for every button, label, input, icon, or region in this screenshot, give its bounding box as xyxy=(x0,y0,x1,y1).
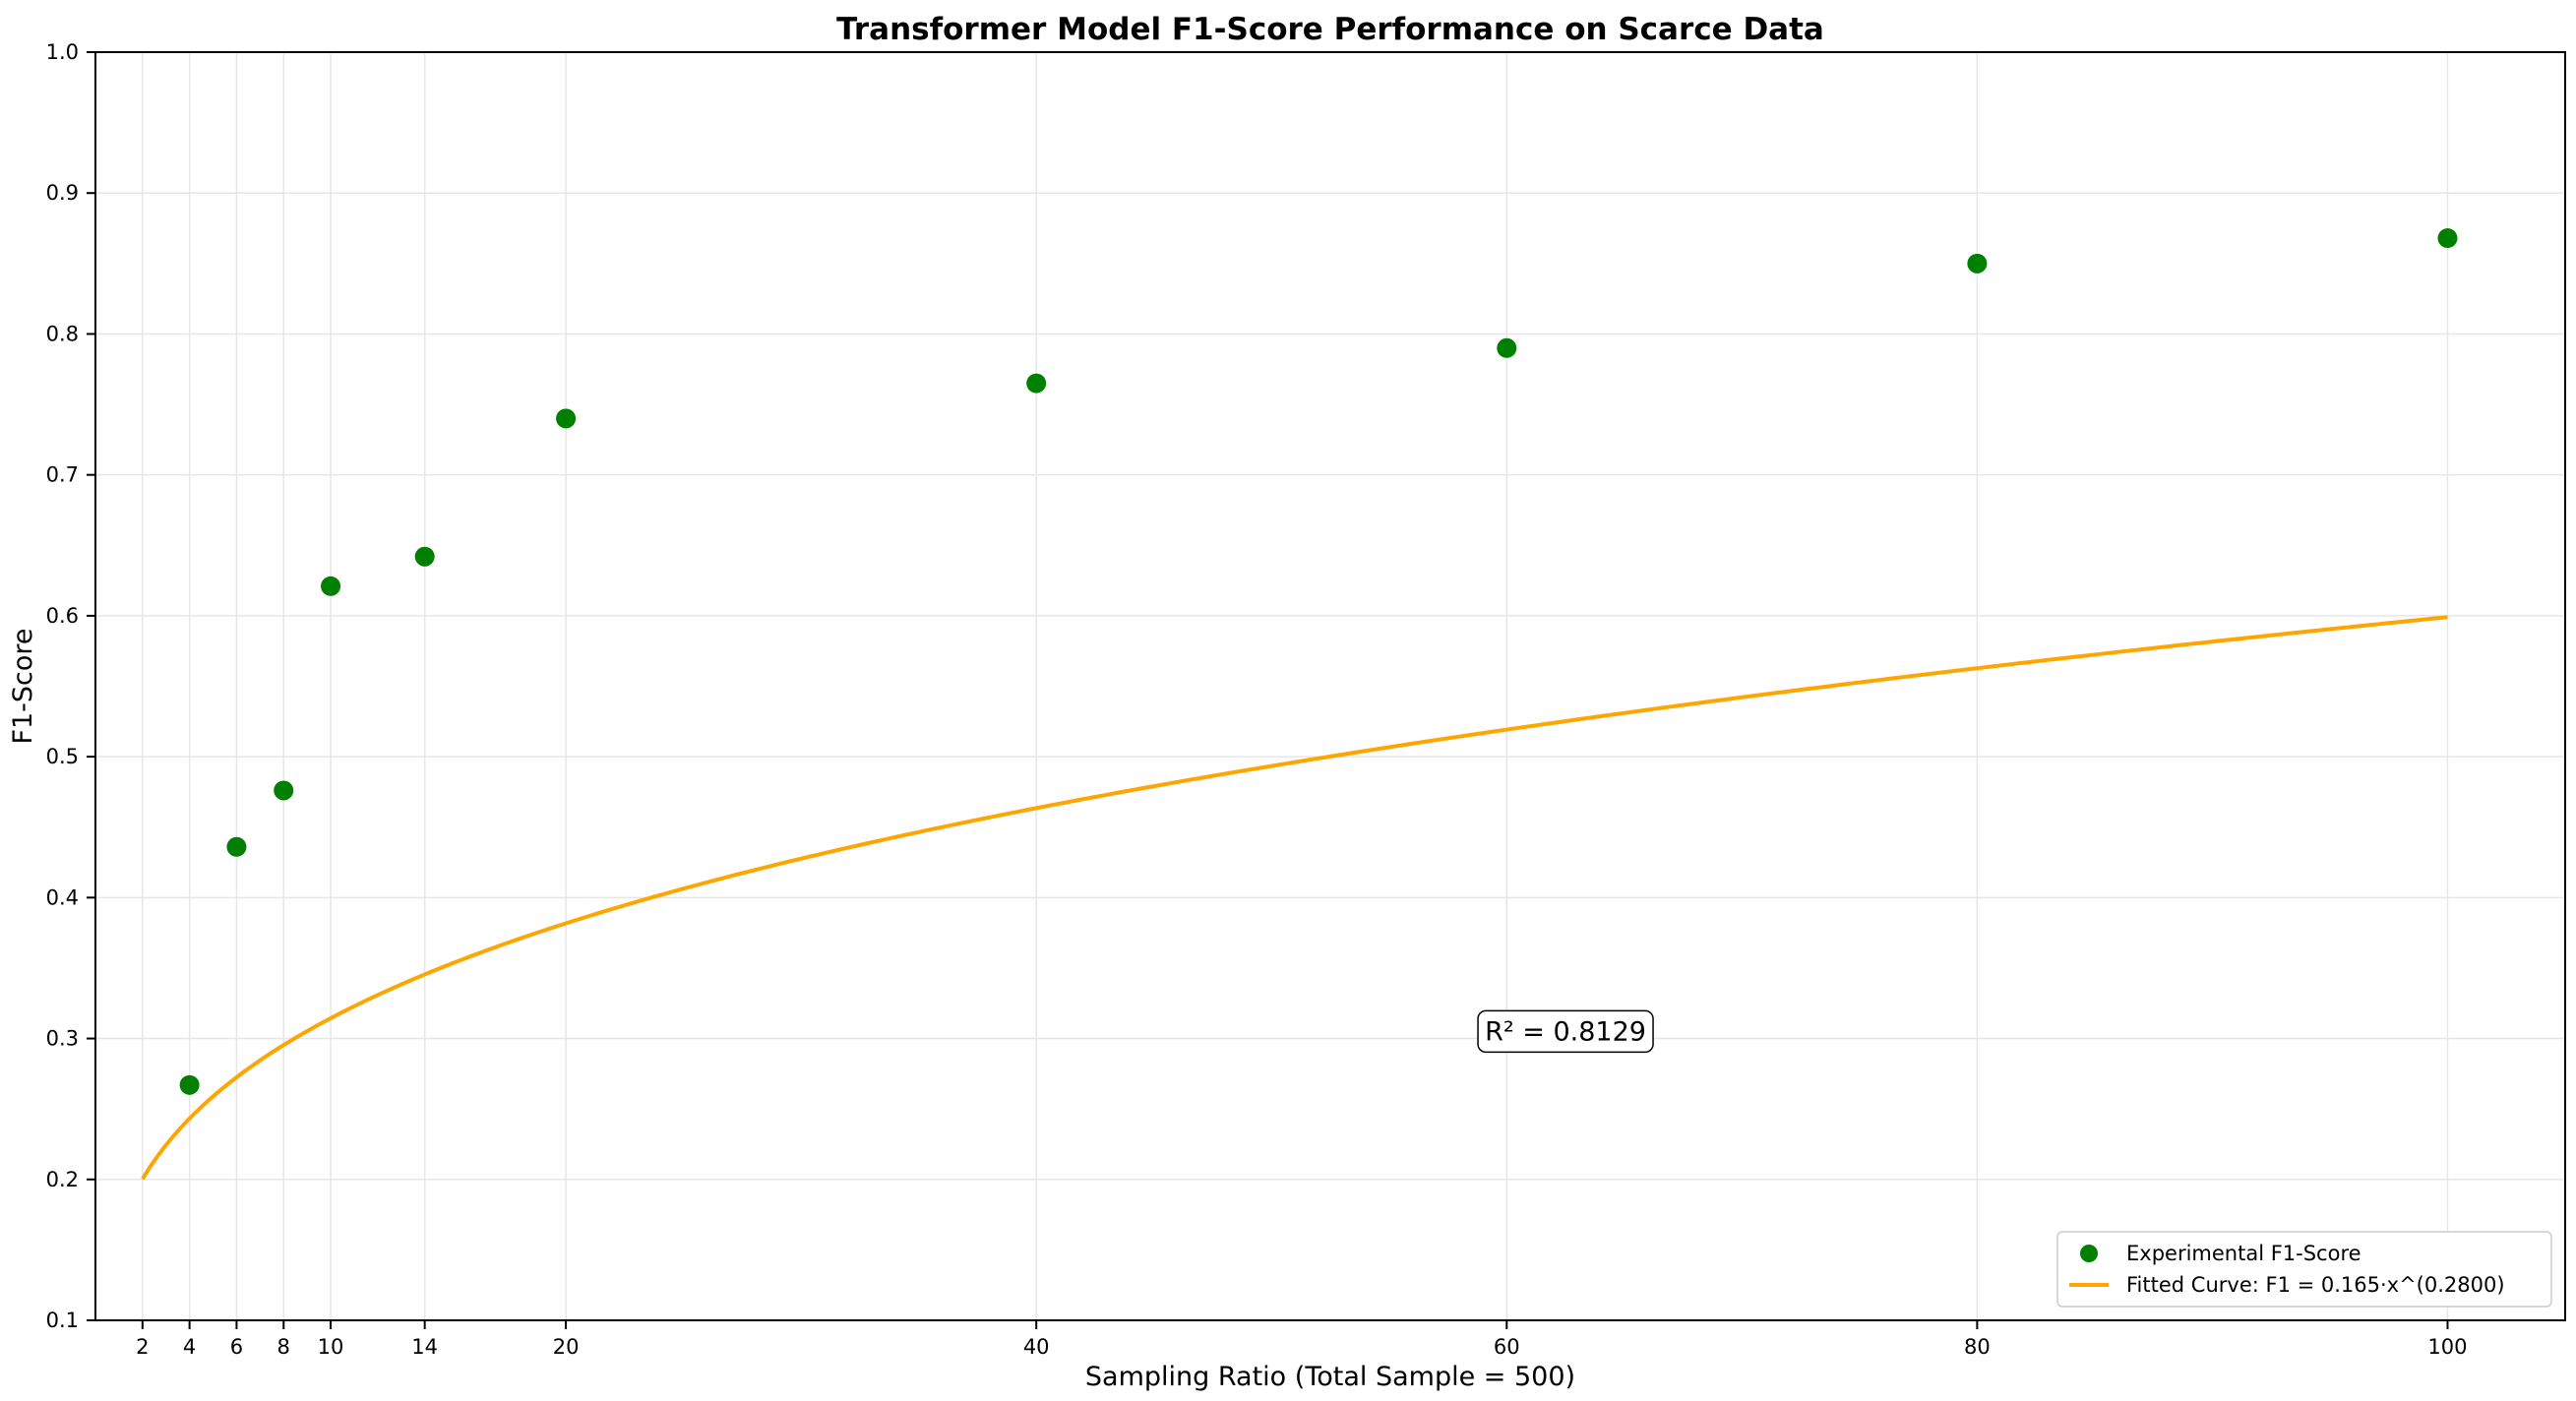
y-tick-label: 0.8 xyxy=(46,322,79,345)
x-axis-label: Sampling Ratio (Total Sample = 500) xyxy=(1085,1362,1575,1392)
scatter-point xyxy=(414,546,435,567)
x-tick-label: 8 xyxy=(277,1335,290,1359)
fitted-curve-line xyxy=(141,615,2448,1181)
y-tick-label: 0.9 xyxy=(46,181,79,205)
y-tick-label: 0.1 xyxy=(46,1309,79,1332)
x-axis-ticks: 2 4 6 8 10 14 20 40 60 80 100 xyxy=(136,1320,2468,1359)
scatter-point xyxy=(179,1074,200,1095)
fitted-curve-layer xyxy=(141,615,2448,1181)
x-tick-label: 60 xyxy=(1494,1335,1520,1359)
legend-entry-line: Fitted Curve: F1 = 0.165·x^(0.2800) xyxy=(2126,1273,2505,1297)
x-tick-label: 14 xyxy=(411,1335,438,1359)
scatter-point xyxy=(1497,337,1517,358)
scatter-point xyxy=(1026,373,1047,394)
r-squared-annotation: R² = 0.8129 xyxy=(1477,1009,1654,1054)
y-axis-label: F1-Score xyxy=(8,628,38,744)
scatter-point xyxy=(556,408,577,429)
x-tick-label: 2 xyxy=(136,1335,149,1359)
y-tick-label: 0.2 xyxy=(46,1168,79,1191)
x-tick-label: 10 xyxy=(318,1335,344,1359)
x-tick-label: 40 xyxy=(1023,1335,1050,1359)
y-tick-label: 1.0 xyxy=(46,40,79,64)
x-tick-label: 20 xyxy=(553,1335,580,1359)
y-tick-label: 0.4 xyxy=(46,885,79,909)
grid-lines xyxy=(95,51,2565,1321)
plot-frame xyxy=(94,51,2566,1321)
y-axis-ticks: 0.1 0.2 0.3 0.4 0.5 0.6 0.7 0.8 0.9 1.0 xyxy=(46,40,95,1332)
scatter-point xyxy=(321,576,341,596)
y-tick-label: 0.5 xyxy=(46,745,79,768)
legend: Experimental F1-Score Fitted Curve: F1 =… xyxy=(2056,1231,2552,1308)
legend-entry-scatter: Experimental F1-Score xyxy=(2126,1242,2361,1265)
scatter-point xyxy=(226,836,247,857)
scatter-points-layer xyxy=(179,228,2458,1095)
y-tick-label: 0.6 xyxy=(46,604,79,628)
scatter-point xyxy=(274,780,294,801)
legend-marker-scatter xyxy=(2080,1245,2098,1262)
scatter-point xyxy=(2437,228,2458,249)
scatter-point xyxy=(1967,253,1988,274)
y-tick-label: 0.7 xyxy=(46,463,79,487)
x-tick-label: 4 xyxy=(183,1335,196,1359)
x-tick-label: 6 xyxy=(230,1335,243,1359)
annotation-box xyxy=(1477,1009,1654,1054)
annotation-text: R² = 0.8129 xyxy=(1485,1016,1646,1047)
x-tick-label: 100 xyxy=(2427,1335,2467,1359)
y-tick-label: 0.3 xyxy=(46,1027,79,1051)
chart-title: Transformer Model F1-Score Performance o… xyxy=(836,12,1824,47)
x-tick-label: 80 xyxy=(1964,1335,1991,1359)
legend-box xyxy=(2056,1231,2552,1308)
